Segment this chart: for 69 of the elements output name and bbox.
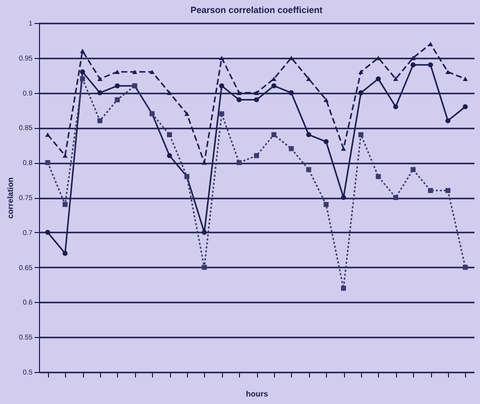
point	[202, 264, 207, 270]
point	[219, 83, 224, 88]
point	[324, 98, 329, 102]
point	[358, 90, 364, 96]
point	[341, 146, 346, 151]
point	[324, 139, 329, 144]
point	[254, 97, 259, 102]
y-axis-title: correlation	[6, 177, 15, 219]
x-axis-title: hours	[246, 390, 269, 398]
point	[393, 195, 398, 200]
point	[306, 132, 312, 138]
point	[80, 76, 85, 82]
point	[306, 167, 312, 172]
point	[219, 111, 224, 116]
point	[428, 42, 433, 46]
point	[184, 112, 190, 116]
point	[288, 56, 294, 60]
point	[271, 83, 276, 88]
point	[358, 132, 364, 138]
point	[306, 76, 312, 82]
point	[167, 153, 172, 158]
point	[288, 146, 294, 152]
point	[376, 174, 381, 180]
point	[462, 76, 468, 82]
point	[62, 250, 68, 256]
point	[393, 76, 398, 82]
point	[219, 56, 224, 60]
point	[428, 62, 433, 68]
point	[167, 90, 172, 95]
point	[80, 48, 85, 54]
point	[254, 90, 259, 95]
point	[114, 83, 120, 88]
point	[445, 70, 450, 74]
point	[428, 188, 433, 194]
point	[236, 97, 242, 102]
point	[97, 90, 102, 96]
point	[358, 70, 364, 74]
point	[97, 118, 102, 124]
point	[445, 188, 450, 194]
point	[114, 97, 120, 102]
point	[80, 69, 85, 74]
point	[62, 153, 68, 158]
point	[341, 195, 346, 200]
point	[288, 90, 294, 96]
point	[376, 76, 381, 82]
point	[271, 132, 276, 138]
point	[45, 160, 50, 166]
point	[445, 118, 450, 124]
point	[410, 62, 416, 68]
point	[324, 202, 329, 207]
point	[150, 70, 155, 74]
point	[45, 230, 50, 235]
point	[132, 70, 138, 74]
point	[410, 56, 416, 60]
point	[236, 160, 242, 166]
point	[341, 286, 346, 291]
point	[462, 264, 468, 270]
point	[410, 167, 416, 172]
point	[62, 202, 68, 207]
point	[254, 153, 259, 158]
point	[167, 132, 172, 138]
point	[393, 104, 398, 110]
point	[202, 230, 207, 235]
point	[45, 132, 50, 137]
chart-title: Pearson correlation coefficient	[190, 5, 323, 15]
point	[462, 104, 468, 110]
point	[97, 76, 102, 82]
point	[114, 70, 120, 74]
point	[236, 90, 242, 95]
